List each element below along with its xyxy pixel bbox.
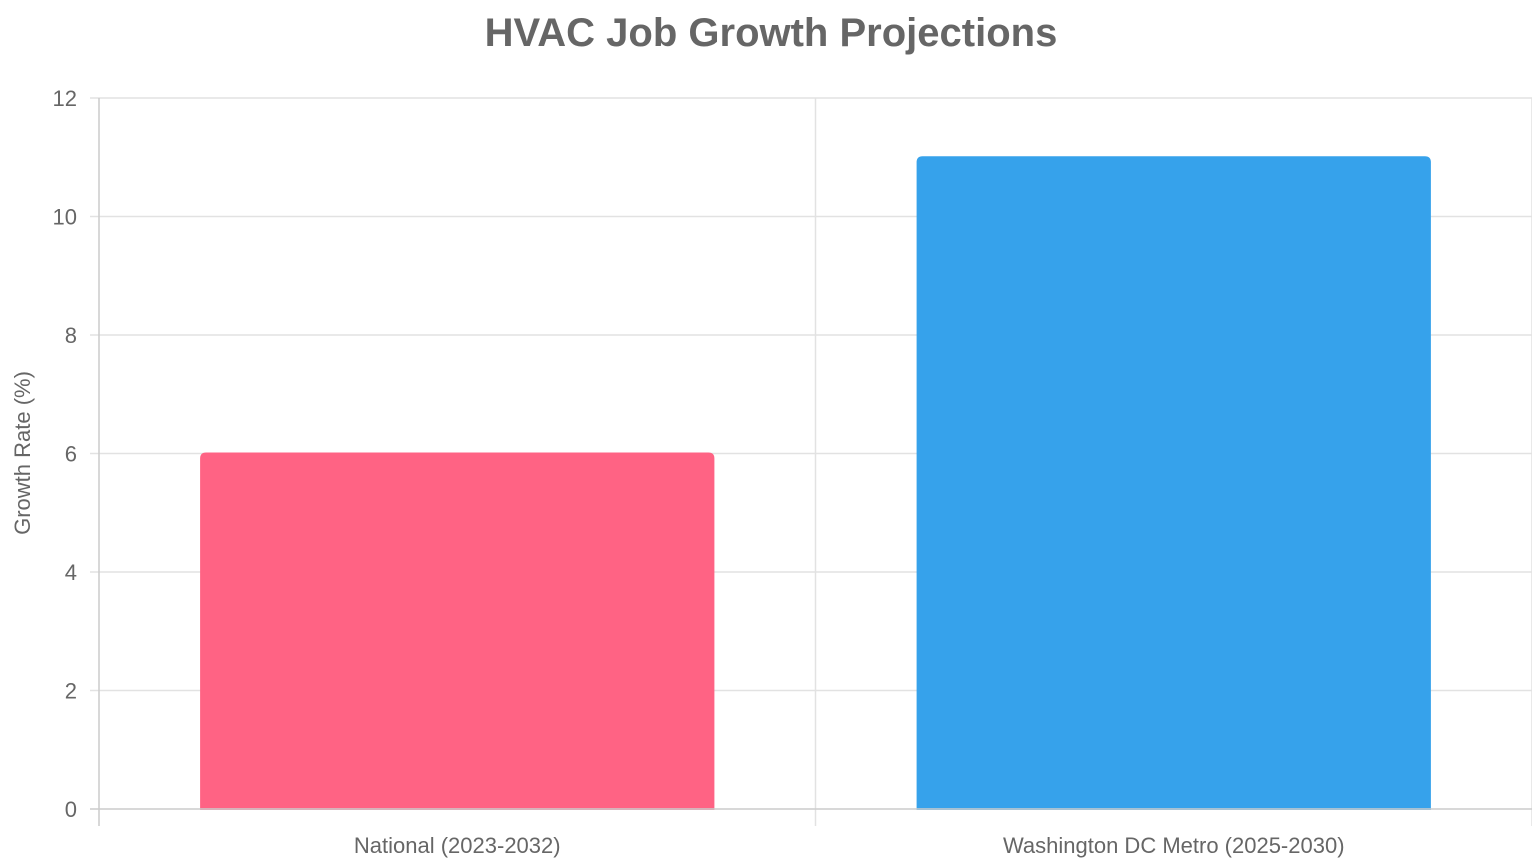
chart-title: HVAC Job Growth Projections xyxy=(485,11,1058,55)
y-tick-label: 12 xyxy=(53,86,77,111)
bar[interactable] xyxy=(200,452,715,810)
y-tick-label: 4 xyxy=(65,560,77,585)
tick-labels-layer: 0 2 4 6 8 10 12 National (2023-2032) Washington … xyxy=(53,86,1345,858)
bars-layer xyxy=(200,156,1431,810)
x-tick-label: Washington DC Metro (2025-2030) xyxy=(1003,833,1345,858)
y-tick-label: 2 xyxy=(65,679,77,704)
axes-layer xyxy=(90,98,1532,826)
y-tick-label: 0 xyxy=(65,797,77,822)
y-axis-title: Growth Rate (%) xyxy=(10,371,35,535)
y-tick-label: 8 xyxy=(65,323,77,348)
bar[interactable] xyxy=(916,156,1431,810)
y-tick-label: 6 xyxy=(65,442,77,467)
x-tick-label: National (2023-2032) xyxy=(354,833,561,858)
y-tick-label: 10 xyxy=(53,205,77,230)
